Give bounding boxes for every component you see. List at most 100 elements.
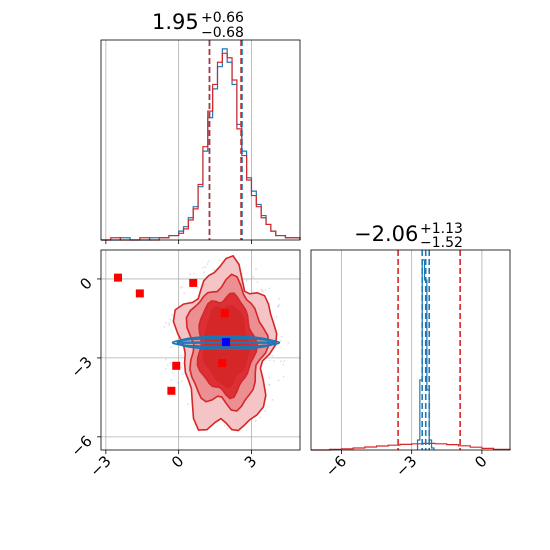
top-histogram-blue — [101, 48, 301, 241]
sample-dot — [202, 266, 205, 269]
red-marker-3 — [220, 309, 229, 318]
right-title-plus: +1.13 — [420, 221, 463, 237]
sample-dot — [169, 362, 171, 364]
sample-dot — [170, 379, 173, 382]
top-title-plus: +0.66 — [201, 10, 244, 26]
red-marker-5 — [218, 359, 227, 368]
sample-dot — [271, 354, 274, 357]
sample-dot — [181, 285, 184, 288]
sample-dot — [171, 372, 174, 374]
sample-dot — [278, 297, 281, 300]
right-quantile-lines — [397, 250, 461, 450]
marginal-top-panel: 1.95 +0.66 −0.68 — [100, 10, 301, 244]
red-marker-4 — [172, 361, 181, 370]
right-title-minus: −1.52 — [420, 235, 463, 251]
sample-dot — [260, 288, 263, 291]
sample-dot — [164, 367, 167, 370]
sample-dot — [287, 341, 290, 344]
joint-panel: −3 0 3−6−30 — [67, 249, 301, 480]
sample-dot — [168, 321, 171, 324]
marginal-right-panel: −6 −3 0 −2.06 +1.13 −1.52 — [310, 221, 511, 480]
right-title-median: −2.06 — [354, 222, 418, 246]
top-title-median: 1.95 — [152, 10, 199, 34]
sample-dot — [272, 360, 275, 362]
joint-ytick-label-0: −6 — [67, 432, 95, 460]
sample-dot — [268, 287, 271, 290]
right-gridlines — [341, 250, 483, 450]
sample-dot — [206, 263, 209, 265]
red-marker-6 — [167, 386, 176, 395]
sample-dot — [245, 279, 248, 282]
sample-dot — [268, 376, 271, 379]
joint-xtick-label-2: 3 — [241, 452, 260, 471]
sample-dot — [169, 318, 172, 321]
top-histogram-red — [101, 52, 301, 241]
sample-dot — [196, 286, 199, 289]
sample-dot — [260, 289, 263, 292]
sample-dot — [255, 268, 257, 270]
right-xtick-label-1: −3 — [392, 452, 420, 480]
right-histogram-red — [311, 442, 511, 451]
top-axes-frame — [100, 39, 301, 241]
right-histograms — [311, 259, 511, 451]
joint-xtick-label-1: 0 — [168, 452, 187, 471]
sample-dot — [203, 271, 206, 274]
top-histograms — [101, 48, 301, 241]
sample-dot — [264, 289, 267, 291]
red-marker-0 — [113, 273, 122, 282]
top-title-minus: −0.68 — [201, 25, 244, 41]
sample-dot — [166, 364, 169, 367]
sample-dot — [165, 321, 167, 324]
sample-dot — [204, 266, 207, 268]
sample-dot — [268, 384, 271, 386]
sample-dot — [256, 281, 259, 283]
sample-dot — [268, 383, 271, 386]
sample-dot — [271, 399, 274, 401]
joint-xtick-label-0: −3 — [86, 452, 114, 480]
right-xtick-label-0: −6 — [322, 452, 350, 480]
joint-ytick-label-1: −3 — [67, 353, 95, 381]
top-gridlines — [105, 40, 252, 240]
sample-dot — [259, 416, 262, 419]
sample-dot — [264, 410, 266, 413]
sample-dot — [193, 272, 195, 275]
sample-dot — [170, 346, 172, 349]
sample-dot — [181, 380, 183, 383]
sample-dot — [283, 360, 286, 362]
red-marker-1 — [135, 289, 144, 298]
sample-dot — [163, 325, 166, 328]
sample-dot — [262, 290, 265, 293]
sample-dot — [277, 305, 279, 308]
sample-dot — [254, 419, 257, 422]
sample-dot — [280, 360, 282, 363]
blue-marker — [221, 338, 230, 347]
sample-dot — [277, 379, 280, 382]
sample-dot — [168, 323, 170, 326]
sample-dot — [187, 403, 189, 406]
red-marker-2 — [189, 278, 198, 287]
sample-dot — [223, 424, 226, 427]
joint-ytick-label-2: 0 — [76, 274, 95, 293]
sample-dot — [177, 381, 179, 384]
sample-dot — [179, 286, 182, 289]
right-xtick-label-2: 0 — [471, 452, 490, 471]
sample-dot — [213, 268, 215, 271]
sample-dot — [282, 375, 285, 378]
sample-dot — [277, 305, 280, 308]
sample-dot — [181, 373, 184, 376]
sample-dot — [275, 316, 278, 318]
sample-dot — [279, 339, 282, 342]
sample-dot — [179, 354, 182, 357]
right-axes-frame — [310, 249, 511, 451]
sample-dot — [180, 366, 183, 369]
sample-dot — [171, 314, 174, 316]
right-ticks: −6 −3 0 — [322, 450, 491, 480]
sample-dot — [207, 260, 210, 263]
joint-axes-frame — [100, 249, 301, 451]
sample-dot — [183, 292, 186, 295]
sample-dot — [278, 303, 281, 306]
sample-dot — [282, 363, 285, 366]
sample-dot — [218, 259, 221, 262]
top-quantile-lines — [208, 40, 243, 240]
